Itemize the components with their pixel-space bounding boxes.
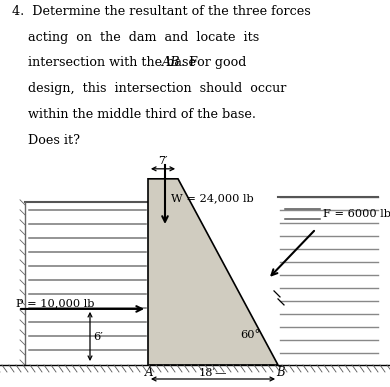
Text: B: B <box>276 366 284 379</box>
Text: within the middle third of the base.: within the middle third of the base. <box>12 108 256 121</box>
Text: AB: AB <box>162 57 181 69</box>
Text: Does it?: Does it? <box>12 134 80 147</box>
Text: 4.  Determine the resultant of the three forces: 4. Determine the resultant of the three … <box>12 5 310 18</box>
Text: A: A <box>145 366 153 379</box>
Text: 6′: 6′ <box>93 332 103 342</box>
Text: 18′—: 18′— <box>199 368 227 378</box>
Text: acting  on  the  dam  and  locate  its: acting on the dam and locate its <box>12 31 259 44</box>
Text: design,  this  intersection  should  occur: design, this intersection should occur <box>12 82 286 95</box>
Text: 7′: 7′ <box>158 156 168 166</box>
Text: . For good: . For good <box>181 57 246 69</box>
Text: W = 24,000 lb: W = 24,000 lb <box>171 193 254 203</box>
Text: F = 6000 lb: F = 6000 lb <box>323 209 390 219</box>
Text: 60°: 60° <box>240 330 260 340</box>
Text: P = 10,000 lb: P = 10,000 lb <box>16 298 94 308</box>
Polygon shape <box>148 179 278 365</box>
Text: intersection with the base: intersection with the base <box>12 57 200 69</box>
